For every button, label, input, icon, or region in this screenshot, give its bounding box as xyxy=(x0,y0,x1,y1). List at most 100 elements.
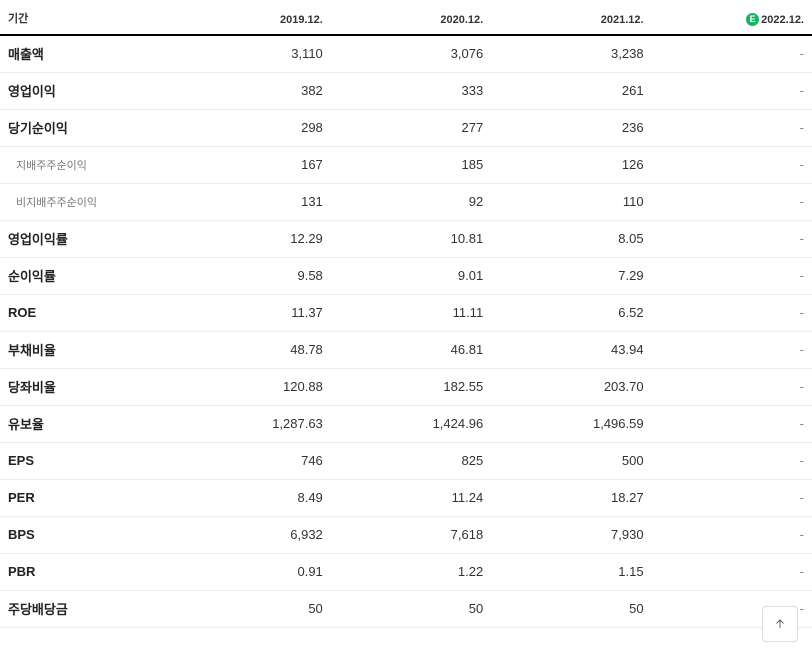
cell-value: 6.52 xyxy=(491,294,651,331)
cell-value: 3,238 xyxy=(491,35,651,72)
col-2021: 2021.12. xyxy=(491,0,651,35)
cell-value: 3,076 xyxy=(331,35,491,72)
col-2022-label: 2022.12. xyxy=(761,14,804,26)
cell-value: - xyxy=(652,479,812,516)
cell-value: 46.81 xyxy=(331,331,491,368)
cell-value: 1,496.59 xyxy=(491,405,651,442)
col-2022-estimate: E2022.12. xyxy=(652,0,812,35)
table-row: 유보율1,287.631,424.961,496.59- xyxy=(0,405,812,442)
row-label: PER xyxy=(0,479,170,516)
cell-value: 10.81 xyxy=(331,220,491,257)
cell-value: 110 xyxy=(491,183,651,220)
row-label: 당좌비율 xyxy=(0,368,170,405)
financial-table: 기간 2019.12. 2020.12. 2021.12. E2022.12. … xyxy=(0,0,812,628)
table-row: 영업이익382333261- xyxy=(0,72,812,109)
cell-value: 11.24 xyxy=(331,479,491,516)
cell-value: 7.29 xyxy=(491,257,651,294)
cell-value: - xyxy=(652,516,812,553)
cell-value: 50 xyxy=(170,590,330,627)
table-row: 주당배당금505050- xyxy=(0,590,812,627)
row-label: 비지배주주순이익 xyxy=(0,183,170,220)
cell-value: 182.55 xyxy=(331,368,491,405)
cell-value: - xyxy=(652,405,812,442)
cell-value: - xyxy=(652,331,812,368)
cell-value: 298 xyxy=(170,109,330,146)
cell-value: 11.11 xyxy=(331,294,491,331)
cell-value: 261 xyxy=(491,72,651,109)
cell-value: 9.58 xyxy=(170,257,330,294)
cell-value: 6,932 xyxy=(170,516,330,553)
col-2019: 2019.12. xyxy=(170,0,330,35)
cell-value: 236 xyxy=(491,109,651,146)
cell-value: - xyxy=(652,368,812,405)
cell-value: 167 xyxy=(170,146,330,183)
row-label: 영업이익률 xyxy=(0,220,170,257)
cell-value: 825 xyxy=(331,442,491,479)
cell-value: 50 xyxy=(331,590,491,627)
cell-value: 131 xyxy=(170,183,330,220)
cell-value: - xyxy=(652,220,812,257)
table-row: 당좌비율120.88182.55203.70- xyxy=(0,368,812,405)
cell-value: - xyxy=(652,553,812,590)
row-label: 유보율 xyxy=(0,405,170,442)
row-label: BPS xyxy=(0,516,170,553)
cell-value: - xyxy=(652,183,812,220)
col-2020: 2020.12. xyxy=(331,0,491,35)
table-row: 영업이익률12.2910.818.05- xyxy=(0,220,812,257)
table-row: 당기순이익298277236- xyxy=(0,109,812,146)
row-label: EPS xyxy=(0,442,170,479)
cell-value: 50 xyxy=(491,590,651,627)
row-label: ROE xyxy=(0,294,170,331)
cell-value: 382 xyxy=(170,72,330,109)
cell-value: 7,618 xyxy=(331,516,491,553)
table-row: 부채비율48.7846.8143.94- xyxy=(0,331,812,368)
cell-value: - xyxy=(652,146,812,183)
financial-table-container: 기간 2019.12. 2020.12. 2021.12. E2022.12. … xyxy=(0,0,812,628)
col-period-label: 기간 xyxy=(0,0,170,35)
cell-value: 1,424.96 xyxy=(331,405,491,442)
cell-value: 9.01 xyxy=(331,257,491,294)
cell-value: 8.49 xyxy=(170,479,330,516)
cell-value: 1.15 xyxy=(491,553,651,590)
row-label: 지배주주순이익 xyxy=(0,146,170,183)
scroll-to-top-button[interactable] xyxy=(762,606,798,642)
cell-value: 333 xyxy=(331,72,491,109)
cell-value: 1.22 xyxy=(331,553,491,590)
cell-value: 746 xyxy=(170,442,330,479)
cell-value: - xyxy=(652,294,812,331)
table-row: PBR0.911.221.15- xyxy=(0,553,812,590)
cell-value: 48.78 xyxy=(170,331,330,368)
row-label: 당기순이익 xyxy=(0,109,170,146)
cell-value: 120.88 xyxy=(170,368,330,405)
row-label: 매출액 xyxy=(0,35,170,72)
table-row: 순이익률9.589.017.29- xyxy=(0,257,812,294)
row-label: 영업이익 xyxy=(0,72,170,109)
cell-value: - xyxy=(652,257,812,294)
table-row: PER8.4911.2418.27- xyxy=(0,479,812,516)
table-row: 매출액3,1103,0763,238- xyxy=(0,35,812,72)
row-label: PBR xyxy=(0,553,170,590)
table-row: ROE11.3711.116.52- xyxy=(0,294,812,331)
table-header-row: 기간 2019.12. 2020.12. 2021.12. E2022.12. xyxy=(0,0,812,35)
cell-value: 18.27 xyxy=(491,479,651,516)
table-row: EPS746825500- xyxy=(0,442,812,479)
cell-value: 1,287.63 xyxy=(170,405,330,442)
table-row: 지배주주순이익167185126- xyxy=(0,146,812,183)
arrow-up-icon xyxy=(773,617,787,631)
cell-value: 11.37 xyxy=(170,294,330,331)
cell-value: 0.91 xyxy=(170,553,330,590)
cell-value: 12.29 xyxy=(170,220,330,257)
row-label: 순이익률 xyxy=(0,257,170,294)
table-row: 비지배주주순이익13192110- xyxy=(0,183,812,220)
cell-value: 277 xyxy=(331,109,491,146)
cell-value: - xyxy=(652,72,812,109)
cell-value: - xyxy=(652,109,812,146)
cell-value: 92 xyxy=(331,183,491,220)
cell-value: 500 xyxy=(491,442,651,479)
cell-value: - xyxy=(652,35,812,72)
estimate-badge-icon: E xyxy=(746,13,759,26)
row-label: 부채비율 xyxy=(0,331,170,368)
row-label: 주당배당금 xyxy=(0,590,170,627)
table-row: BPS6,9327,6187,930- xyxy=(0,516,812,553)
cell-value: 8.05 xyxy=(491,220,651,257)
